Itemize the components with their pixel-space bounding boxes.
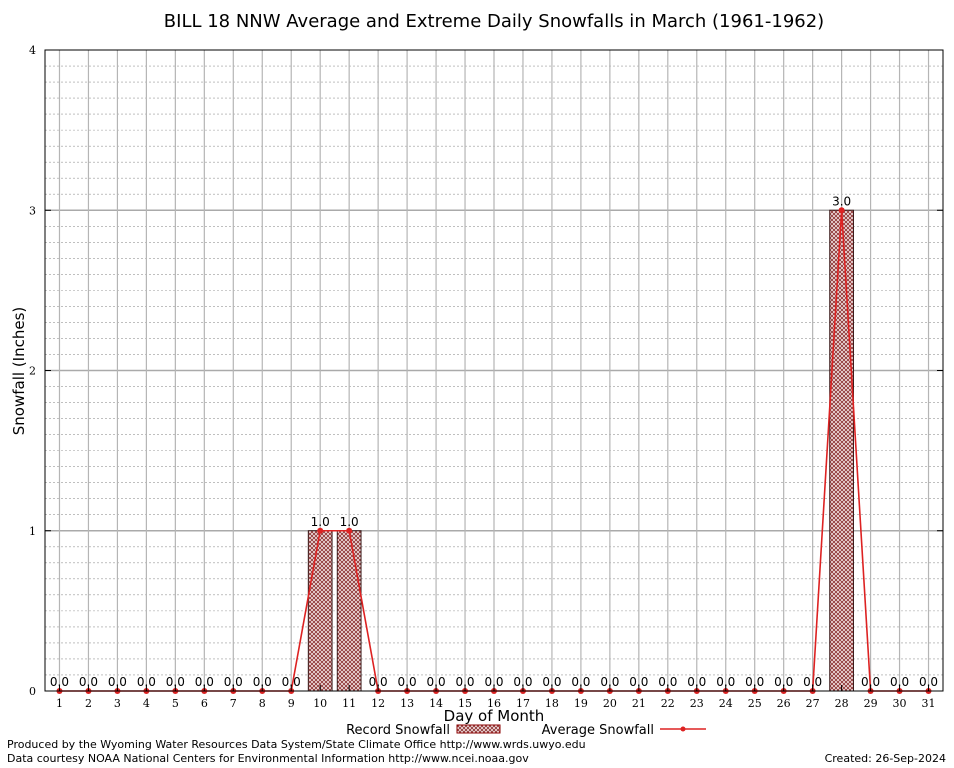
data-label-day-8: 0.0	[253, 675, 272, 689]
average-point-day-10	[317, 527, 324, 534]
record-bar-day-28	[829, 209, 854, 692]
y-tick-label: 1	[29, 525, 36, 538]
data-label-day-24: 0.0	[716, 675, 735, 689]
x-tick-label: 18	[545, 697, 559, 710]
x-tick-label: 10	[313, 697, 327, 710]
y-tick-label: 4	[29, 44, 36, 57]
x-tick-label: 20	[603, 697, 617, 710]
data-label-day-31: 0.0	[919, 675, 938, 689]
x-tick-label: 19	[574, 697, 588, 710]
data-label-day-23: 0.0	[687, 675, 706, 689]
data-label-day-12: 0.0	[369, 675, 388, 689]
legend-record-swatch	[456, 724, 501, 734]
record-snowfall-bars	[307, 209, 854, 692]
data-label-day-26: 0.0	[774, 675, 793, 689]
data-label-day-21: 0.0	[629, 675, 648, 689]
data-label-day-10: 1.0	[311, 515, 330, 529]
x-tick-label: 26	[777, 697, 791, 710]
data-label-day-17: 0.0	[513, 675, 532, 689]
data-label-day-6: 0.0	[195, 675, 214, 689]
chart-title: BILL 18 NNW Average and Extreme Daily Sn…	[164, 11, 824, 32]
x-tick-label: 31	[922, 697, 936, 710]
data-label-day-9: 0.0	[282, 675, 301, 689]
record-bar-day-11	[336, 530, 362, 692]
x-tick-label: 27	[806, 697, 820, 710]
data-label-day-5: 0.0	[166, 675, 185, 689]
x-tick-label: 2	[85, 697, 92, 710]
x-axis-ticks: 1 2 3 4 5 6 7 8 9 10 11 12 13 14 15 16 17 18 19 20 21 22 23 24 2…	[56, 685, 936, 710]
x-tick-label: 21	[632, 697, 646, 710]
x-tick-label: 23	[690, 697, 704, 710]
data-label-day-7: 0.0	[224, 675, 243, 689]
data-label-day-15: 0.0	[455, 675, 474, 689]
x-tick-label: 30	[893, 697, 907, 710]
x-tick-label: 4	[143, 697, 150, 710]
average-point-day-28	[838, 207, 845, 214]
x-tick-label: 14	[429, 697, 443, 710]
data-label-day-14: 0.0	[427, 675, 446, 689]
x-tick-label: 3	[114, 697, 121, 710]
x-tick-label: 16	[487, 697, 501, 710]
footer-created: Created: 26-Sep-2024	[825, 752, 946, 765]
x-tick-label: 6	[201, 697, 208, 710]
y-axis-label: Snowfall (Inches)	[10, 307, 28, 435]
x-tick-label: 13	[400, 697, 414, 710]
data-label-day-11: 1.0	[340, 515, 359, 529]
x-axis-label: Day of Month	[444, 707, 545, 725]
legend: Record Snowfall Average Snowfall	[346, 723, 706, 738]
y-axis-ticks: 0 1 2 3 4	[29, 44, 943, 698]
x-tick-label: 22	[661, 697, 675, 710]
data-label-day-28: 3.0	[832, 194, 851, 208]
x-tick-label: 7	[230, 697, 237, 710]
grid	[45, 50, 943, 691]
data-label-day-22: 0.0	[658, 675, 677, 689]
data-label-day-13: 0.0	[398, 675, 417, 689]
legend-average-label: Average Snowfall	[542, 723, 654, 738]
data-label-day-18: 0.0	[542, 675, 561, 689]
y-tick-label: 0	[29, 685, 36, 698]
average-point-day-11	[346, 527, 353, 534]
x-tick-label: 5	[172, 697, 179, 710]
footer-produced-by: Produced by the Wyoming Water Resources …	[7, 738, 586, 751]
data-label-day-30: 0.0	[890, 675, 909, 689]
x-tick-label: 24	[719, 697, 733, 710]
data-label-day-27: 0.0	[803, 675, 822, 689]
data-label-day-3: 0.0	[108, 675, 127, 689]
data-label-day-25: 0.0	[745, 675, 764, 689]
data-label-day-4: 0.0	[137, 675, 156, 689]
legend-average-marker	[680, 726, 686, 732]
x-tick-label: 11	[342, 697, 356, 710]
data-label-day-20: 0.0	[600, 675, 619, 689]
data-label-day-16: 0.0	[484, 675, 503, 689]
y-tick-label: 3	[29, 204, 36, 217]
data-label-day-1: 0.0	[50, 675, 69, 689]
x-tick-label: 29	[864, 697, 878, 710]
x-tick-label: 12	[371, 697, 385, 710]
record-bar-day-10	[307, 530, 333, 692]
data-label-day-2: 0.0	[79, 675, 98, 689]
x-tick-label: 17	[516, 697, 530, 710]
footer-courtesy: Data courtesy NOAA National Centers for …	[7, 752, 529, 765]
x-tick-label: 8	[259, 697, 266, 710]
legend-record-label: Record Snowfall	[346, 723, 450, 738]
data-label-day-19: 0.0	[571, 675, 590, 689]
data-labels: 0.0 0.0 0.0 0.0 0.0 0.0 0.0 0.0 0.0 1.0 1.0 0.0 0.0 0…	[50, 194, 938, 689]
y-tick-label: 2	[29, 365, 36, 378]
x-tick-label: 15	[458, 697, 472, 710]
data-label-day-29: 0.0	[861, 675, 880, 689]
x-tick-label: 25	[748, 697, 762, 710]
x-tick-label: 9	[288, 697, 295, 710]
x-tick-label: 1	[56, 697, 63, 710]
x-tick-label: 28	[835, 697, 849, 710]
